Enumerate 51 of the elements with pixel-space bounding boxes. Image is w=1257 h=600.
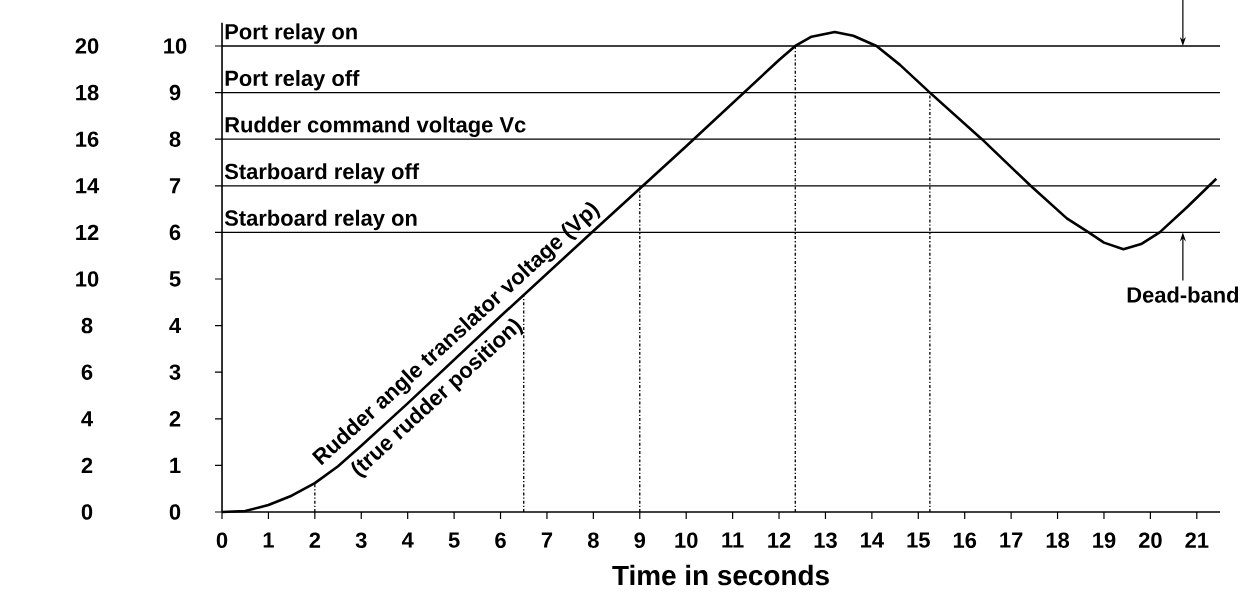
y2-tick-label: 2 bbox=[81, 457, 93, 474]
x-tick-label: 18 bbox=[1046, 532, 1070, 549]
x-tick-label: 11 bbox=[722, 532, 744, 548]
x-tick-label: 8 bbox=[587, 532, 599, 549]
ref-line-label: Starboard relay off bbox=[224, 163, 420, 184]
y2-tick-label: 20 bbox=[75, 38, 99, 54]
ref-line-label: Rudder command voltage Vc bbox=[225, 116, 526, 137]
y-tick-label: 5 bbox=[169, 271, 181, 287]
annotation: Dead-band bbox=[1127, 286, 1239, 303]
y2-tick-label: 8 bbox=[81, 317, 93, 334]
x-tick-label: 14 bbox=[861, 532, 884, 548]
y2-tick-label: 12 bbox=[76, 224, 99, 241]
x-tick-label: 5 bbox=[448, 532, 460, 548]
y-tick-label: 0 bbox=[169, 504, 181, 520]
x-tick-label: 1 bbox=[263, 532, 274, 548]
x-tick-label: 0 bbox=[216, 532, 228, 549]
x-tick-label: 20 bbox=[1138, 532, 1162, 549]
x-tick-label: 6 bbox=[495, 532, 506, 549]
y2-tick-label: 10 bbox=[76, 271, 99, 287]
y2-tick-label: 6 bbox=[81, 364, 93, 380]
ref-line-label: Port relay on bbox=[225, 23, 357, 44]
y2-tick-label: 16 bbox=[76, 131, 99, 147]
y-tick-label: 9 bbox=[169, 84, 181, 101]
x-tick-label: 2 bbox=[309, 532, 321, 548]
ref-line-label: Port relay off bbox=[225, 69, 360, 91]
y-tick-label: 1 bbox=[170, 457, 181, 473]
x-tick-label: 15 bbox=[907, 532, 930, 548]
x-tick-label: 19 bbox=[1093, 532, 1116, 549]
x-tick-label: 3 bbox=[355, 532, 367, 549]
y-tick-label: 8 bbox=[169, 131, 181, 147]
x-tick-label: 9 bbox=[634, 532, 646, 549]
y-tick-label: 3 bbox=[169, 364, 181, 380]
x-tick-label: 12 bbox=[768, 532, 791, 548]
ref-line-label: Starboard relay on bbox=[224, 209, 417, 231]
x-tick-label: 17 bbox=[1000, 532, 1023, 548]
x-axis-title: Time in seconds bbox=[612, 564, 829, 586]
x-tick-label: 4 bbox=[401, 532, 414, 548]
y-tick-label: 10 bbox=[164, 38, 187, 54]
x-tick-label: 10 bbox=[675, 532, 698, 549]
y-tick-label: 7 bbox=[169, 178, 181, 194]
y-tick-label: 2 bbox=[169, 411, 181, 427]
y-tick-label: 6 bbox=[169, 224, 181, 241]
y2-tick-label: 18 bbox=[76, 84, 99, 101]
x-tick-label: 16 bbox=[953, 532, 977, 549]
y2-tick-label: 14 bbox=[76, 178, 100, 194]
x-tick-label: 13 bbox=[814, 532, 837, 549]
x-tick-label: 21 bbox=[1185, 532, 1209, 548]
y2-tick-label: 4 bbox=[81, 411, 93, 427]
y2-tick-label: 0 bbox=[81, 504, 93, 520]
y-tick-label: 4 bbox=[169, 318, 181, 334]
x-tick-label: 7 bbox=[541, 532, 553, 548]
